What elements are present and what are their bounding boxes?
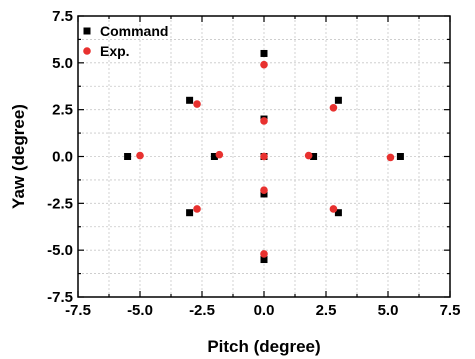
x-tick-label: -5.0 xyxy=(127,302,153,319)
exp-point xyxy=(304,151,313,160)
exp-point xyxy=(329,205,338,213)
exp-point xyxy=(260,117,268,125)
exp-point xyxy=(193,205,201,213)
exp-point xyxy=(329,103,338,112)
command-point xyxy=(310,153,318,160)
y-tick-label: 7.5 xyxy=(52,8,73,25)
legend-circle-marker xyxy=(83,47,91,55)
y-tick-label: 0.0 xyxy=(52,149,73,166)
exp-point xyxy=(260,152,268,161)
y-tick-label: 2.5 xyxy=(52,102,73,119)
command-point xyxy=(186,96,194,104)
x-tick-label: 5.0 xyxy=(378,302,399,319)
legend-label: Command xyxy=(100,23,168,39)
x-tick-label: 2.5 xyxy=(316,302,337,319)
data-points xyxy=(124,49,404,264)
exp-point xyxy=(260,186,268,195)
x-tick-label: -2.5 xyxy=(189,302,215,319)
y-tick-label: -5.0 xyxy=(47,242,73,259)
command-point xyxy=(124,153,132,160)
x-axis-title: Pitch (degree) xyxy=(207,337,320,356)
exp-point xyxy=(215,150,224,159)
y-tick-labels: -7.5 -5.0 -2.5 0.0 2.5 5.0 7.5 xyxy=(47,8,73,306)
y-tick-label: 5.0 xyxy=(52,55,73,72)
y-tick-label: -2.5 xyxy=(47,195,73,212)
exp-point xyxy=(136,151,144,160)
x-tick-label: 7.5 xyxy=(440,302,461,319)
command-point xyxy=(334,209,342,217)
x-tick-label: -7.5 xyxy=(65,302,91,319)
y-tick-label: -7.5 xyxy=(47,289,73,306)
exp-point xyxy=(260,60,268,69)
command-point xyxy=(334,96,342,104)
command-point xyxy=(186,209,194,217)
command-point xyxy=(396,153,404,160)
command-point xyxy=(260,256,268,264)
exp-point xyxy=(386,153,395,162)
command-point xyxy=(210,153,218,160)
exp-point xyxy=(260,250,268,258)
axis-ticks xyxy=(77,15,451,298)
x-tick-label: 0.0 xyxy=(254,302,275,319)
exp-point xyxy=(193,100,201,108)
y-axis-title: Yaw (degree) xyxy=(9,104,28,209)
x-tick-labels: -7.5 -5.0 -2.5 0.0 2.5 5.0 7.5 xyxy=(65,302,460,319)
legend-label: Exp. xyxy=(100,43,130,59)
legend-square-marker xyxy=(83,27,91,35)
command-point xyxy=(260,49,268,57)
legend: Command Exp. xyxy=(83,23,168,59)
